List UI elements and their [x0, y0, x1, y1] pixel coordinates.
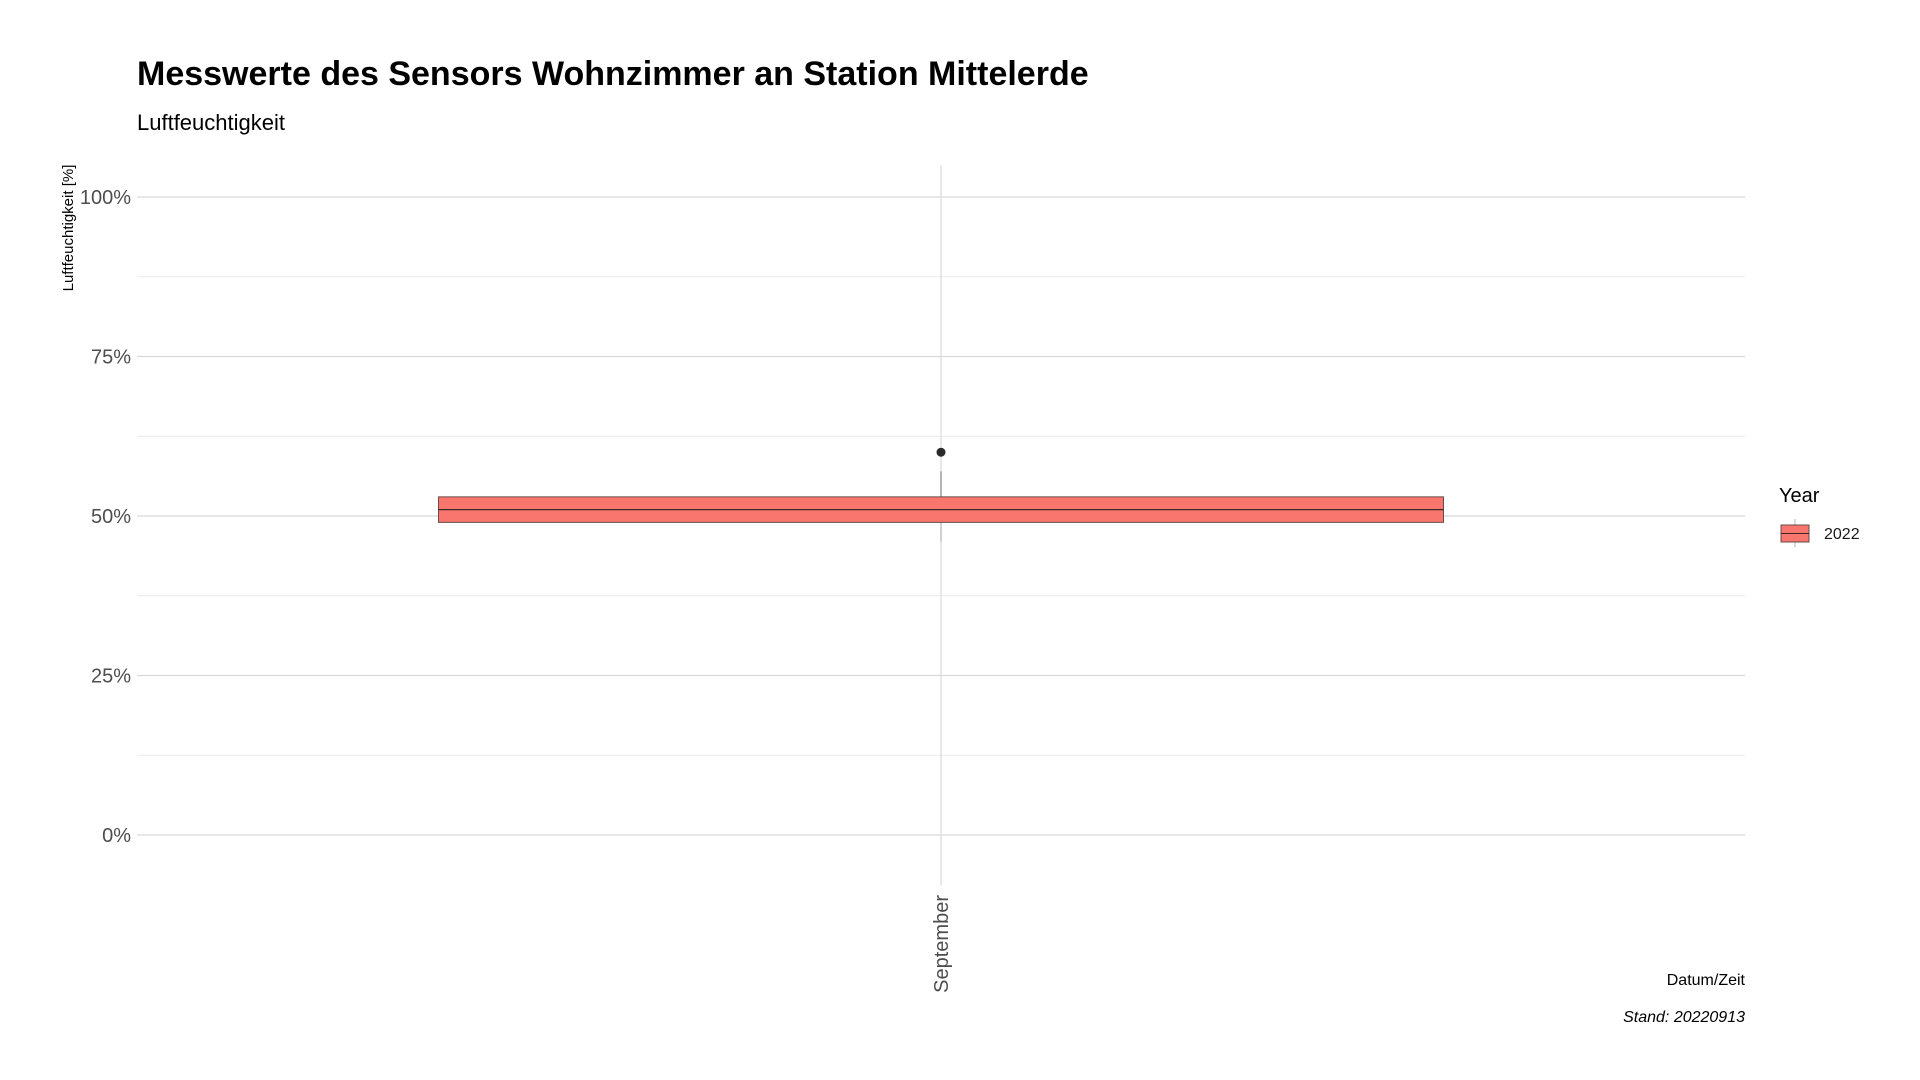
y-tick-label: 100%	[80, 187, 131, 209]
chart-caption: Stand: 20220913	[1623, 1009, 1745, 1026]
legend-entries: 2022	[1780, 519, 1860, 547]
x-axis-ticks: September	[931, 895, 953, 993]
y-tick-label: 0%	[102, 825, 131, 847]
y-tick-label: 25%	[91, 666, 131, 688]
boxplot-layer	[438, 447, 1444, 542]
legend-title: Year	[1779, 485, 1820, 507]
legend-label: 2022	[1824, 526, 1860, 543]
y-tick-label: 75%	[91, 347, 131, 369]
y-axis-title: Luftfeuchtigkeit [%]	[60, 165, 77, 292]
y-tick-label: 50%	[91, 506, 131, 528]
y-axis-ticks: 0% 25% 50% 75% 100%	[80, 187, 131, 847]
chart-subtitle: Luftfeuchtigkeit	[137, 110, 285, 135]
legend: Year 2022	[1779, 485, 1860, 547]
chart-title: Messwerte des Sensors Wohnzimmer an Stat…	[137, 55, 1089, 93]
x-tick-label: September	[931, 895, 953, 993]
outlier-point	[936, 447, 946, 457]
x-axis-title: Datum/Zeit	[1667, 972, 1746, 989]
